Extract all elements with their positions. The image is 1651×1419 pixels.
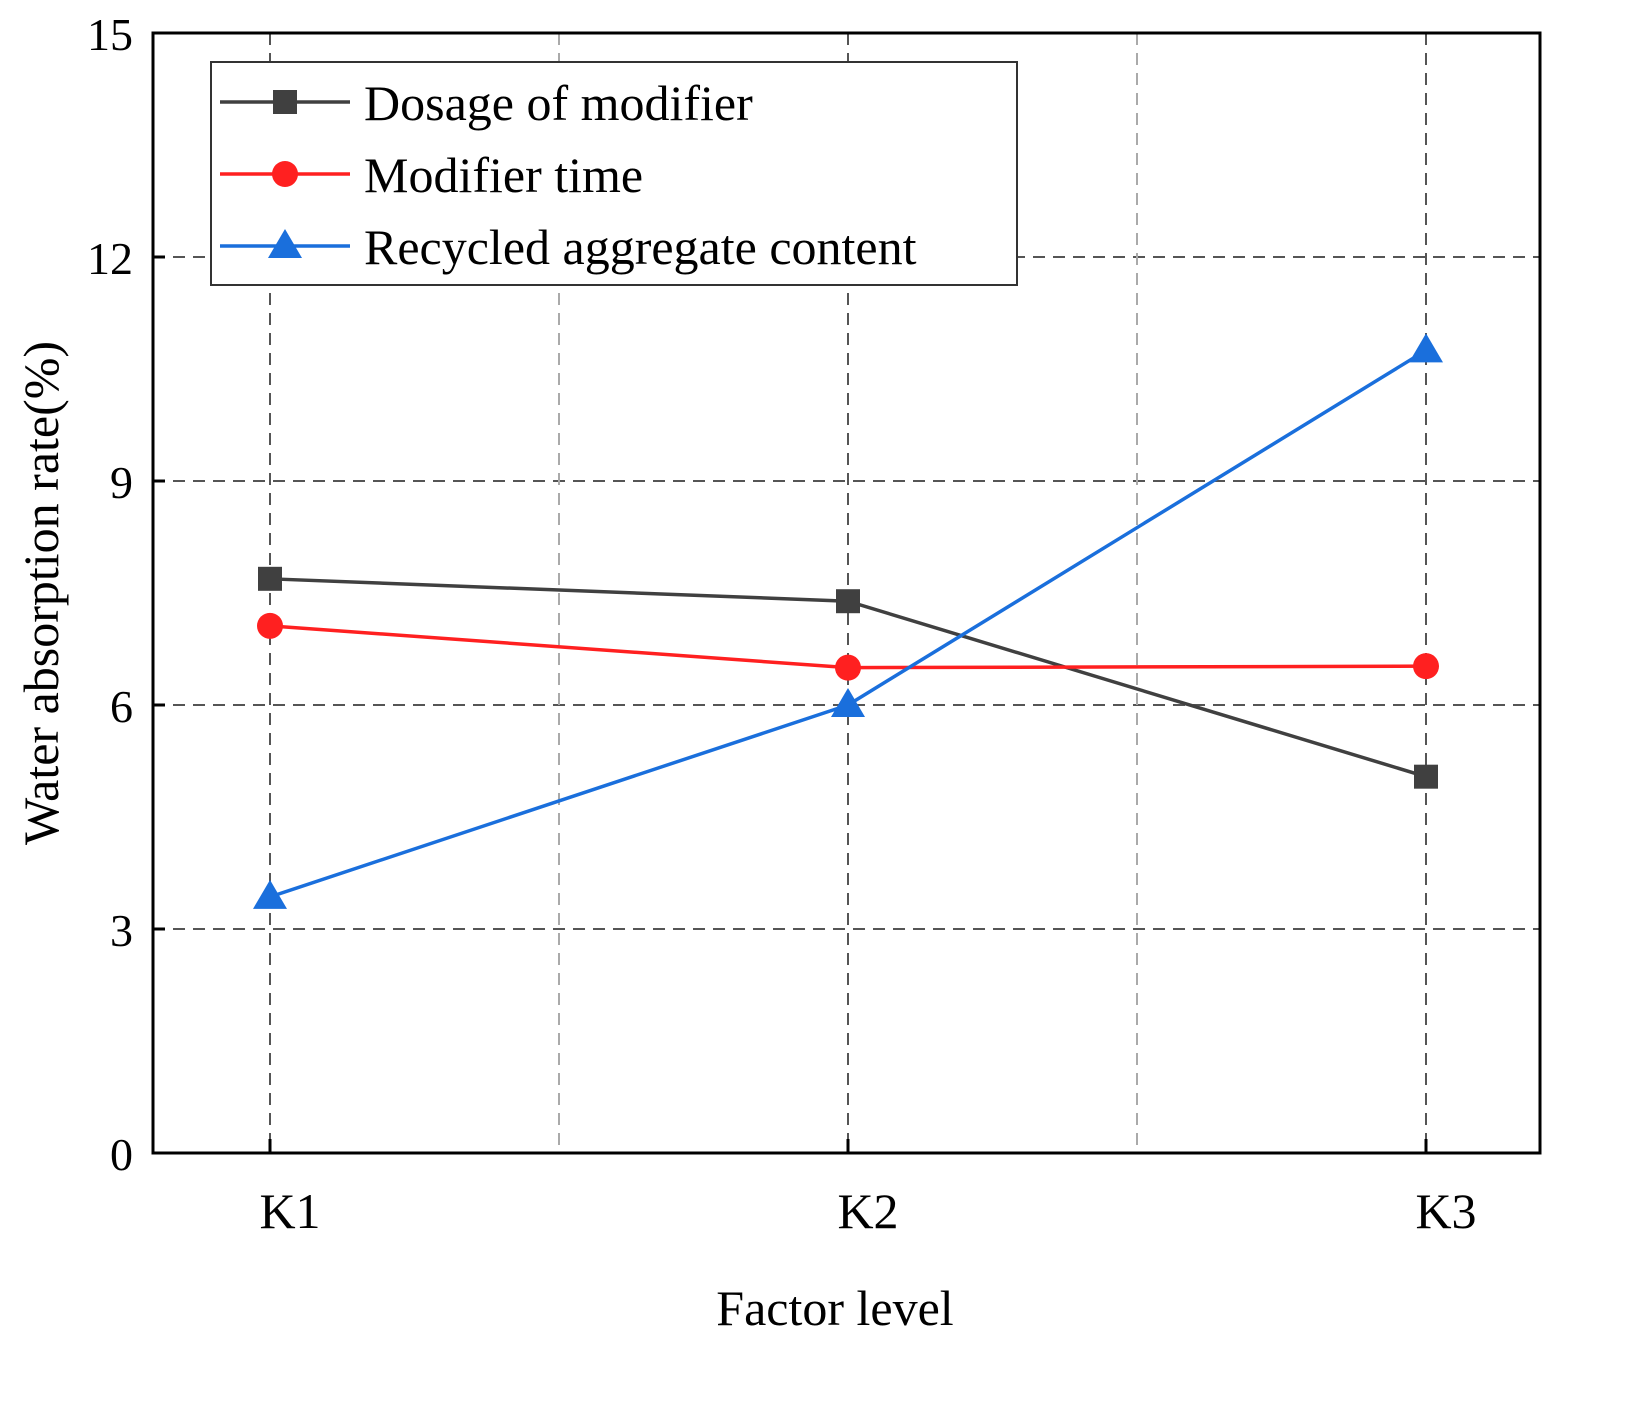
circle-marker [1413, 653, 1439, 680]
legend-label: Modifier time [364, 147, 643, 203]
legend-label: Recycled aggregate content [364, 219, 917, 275]
square-marker [273, 90, 297, 114]
y-axis-label: Water absorption rate(%) [13, 341, 69, 845]
y-tick-label: 12 [87, 233, 133, 284]
series-modifier-time [257, 612, 1439, 681]
triangle-marker [268, 229, 302, 258]
square-marker [836, 589, 860, 614]
x-axis-label: Factor level [716, 1280, 953, 1336]
legend: Dosage of modifier Modifier time Recycled … [210, 61, 1018, 286]
series-recycled-aggregate-content [253, 333, 1443, 909]
circle-marker [835, 654, 861, 681]
y-tick-label: 3 [110, 905, 133, 956]
square-marker [258, 566, 282, 591]
y-tick-label: 15 [87, 9, 133, 60]
legend-label: Dosage of modifier [364, 75, 753, 131]
circle-marker [257, 612, 283, 639]
triangle-marker [253, 879, 287, 909]
series-dosage-of-modifier [258, 566, 1438, 789]
x-tick-label: K2 [837, 1183, 898, 1239]
y-tick-label: 0 [110, 1129, 133, 1180]
x-tick-label: K1 [259, 1183, 320, 1239]
ticks: 0 3 6 9 12 15 K1 K2 K3 [87, 9, 1477, 1239]
y-tick-label: 9 [110, 457, 133, 508]
circle-marker [272, 161, 298, 187]
square-marker [1414, 764, 1438, 789]
y-tick-label: 6 [110, 681, 133, 732]
series-group [253, 333, 1443, 909]
triangle-marker [831, 688, 865, 717]
x-tick-label: K3 [1415, 1183, 1476, 1239]
triangle-marker [1409, 333, 1443, 363]
